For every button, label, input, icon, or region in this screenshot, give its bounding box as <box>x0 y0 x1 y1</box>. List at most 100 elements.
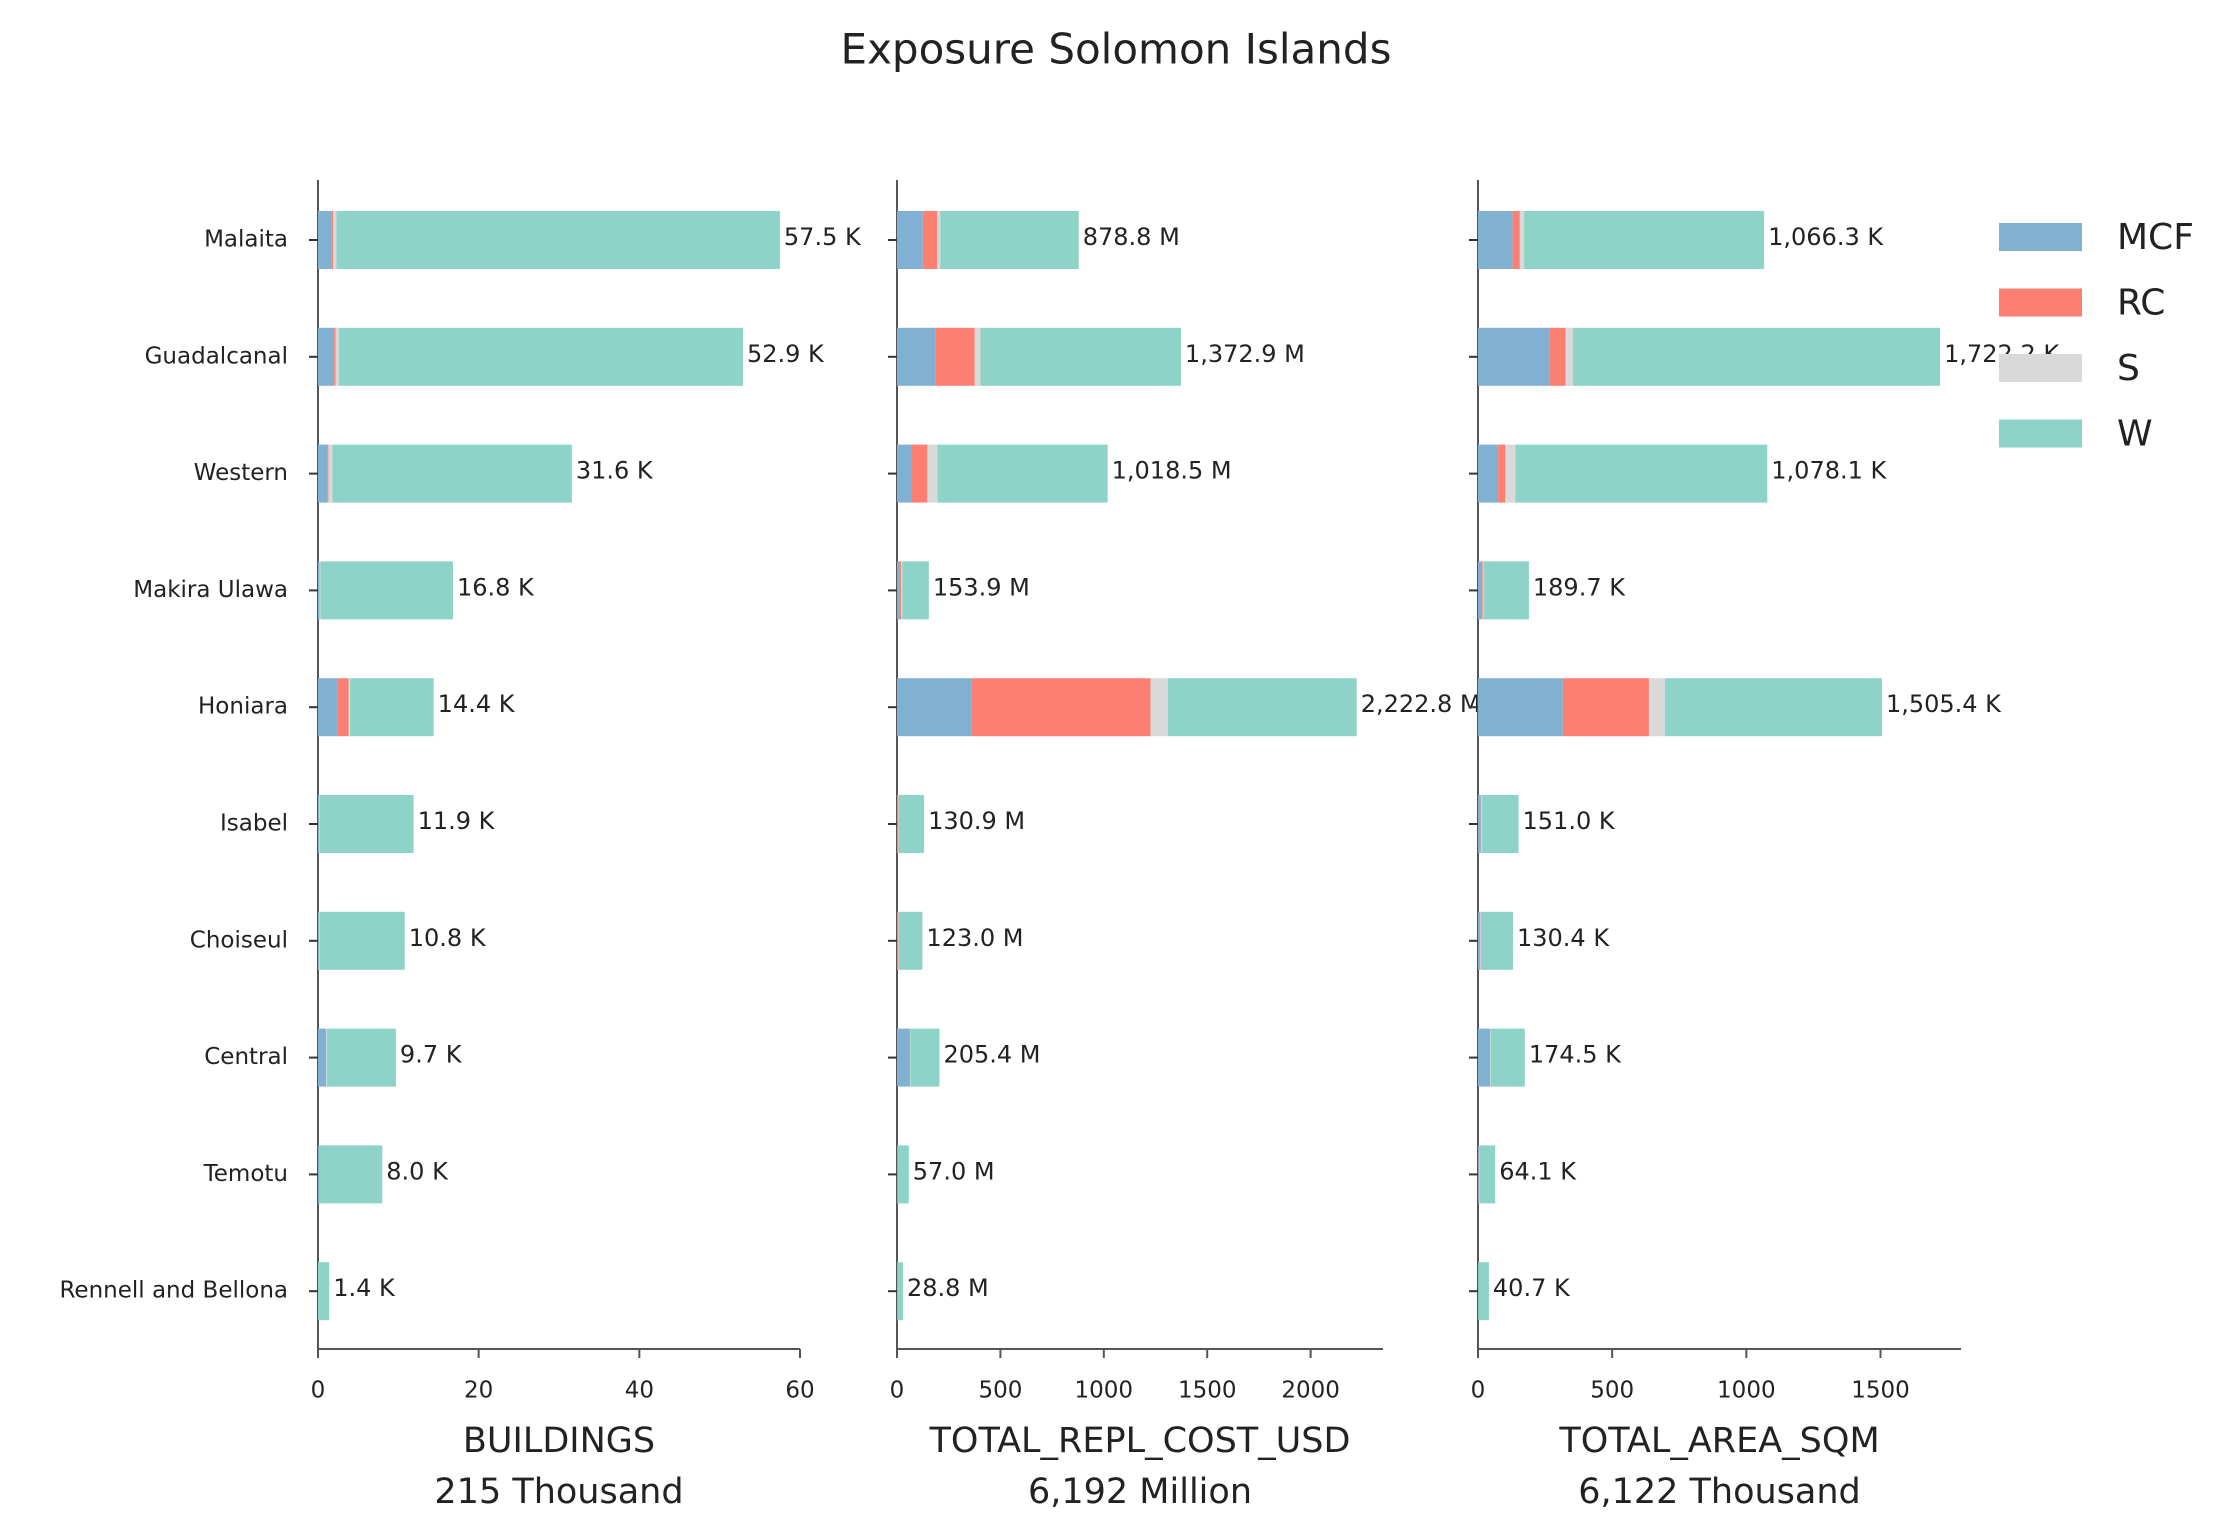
value-label: 31.6 K <box>576 457 654 485</box>
x-tick-label: 1500 <box>1178 1378 1237 1404</box>
x-axis-total: 6,122 Thousand <box>1578 1472 1861 1512</box>
bar-segment <box>1515 444 1768 503</box>
x-tick-label: 500 <box>978 1378 1022 1404</box>
bar-segment <box>328 444 333 503</box>
value-label: 174.5 K <box>1529 1041 1622 1069</box>
x-tick-label: 1000 <box>1717 1378 1776 1404</box>
bar-segment <box>1490 1028 1525 1087</box>
chart-title: Exposure Solomon Islands <box>841 25 1392 74</box>
bar-segment <box>1478 1145 1479 1204</box>
bar-segment <box>1490 1028 1491 1087</box>
x-tick-label: 0 <box>1471 1378 1486 1404</box>
value-label: 878.8 M <box>1083 223 1180 251</box>
legend-label: S <box>2117 348 2140 389</box>
value-label: 130.9 M <box>928 807 1025 835</box>
bar-segment <box>935 327 975 386</box>
bar-segment <box>1478 561 1483 620</box>
legend-swatch <box>1999 288 2082 317</box>
bar-segment <box>318 1262 330 1321</box>
y-tick-label: Rennell and Bellona <box>59 1278 288 1304</box>
y-tick-label: Western <box>194 460 288 486</box>
value-label: 57.0 M <box>913 1157 995 1185</box>
bar-segment <box>326 1028 327 1087</box>
bar-segment <box>899 561 902 620</box>
bar-segment <box>897 1028 910 1087</box>
y-tick-label: Temotu <box>203 1161 288 1187</box>
bar-segment <box>1648 678 1665 737</box>
y-tick-label: Isabel <box>220 811 288 837</box>
bar-segment <box>971 678 1151 737</box>
bar-segment <box>348 678 351 737</box>
bar-segment <box>898 1145 909 1204</box>
bar-segment <box>1549 327 1566 386</box>
value-label: 16.8 K <box>457 573 535 601</box>
bar-segment <box>326 1028 396 1087</box>
bar-segment <box>1498 444 1506 503</box>
bar-segment <box>1480 795 1482 853</box>
value-label: 130.4 K <box>1517 924 1610 952</box>
bar-segment <box>1483 561 1529 620</box>
bar-segment <box>318 795 320 853</box>
legend-swatch <box>1999 419 2082 448</box>
bar-segment <box>318 1145 383 1204</box>
bar-segment <box>901 561 903 620</box>
value-label: 57.5 K <box>784 223 862 251</box>
bar-segment <box>319 795 414 853</box>
value-label: 1.4 K <box>333 1274 396 1302</box>
bar-segment <box>1512 211 1520 269</box>
bar-segment <box>1480 911 1481 970</box>
value-label: 1,018.5 M <box>1112 457 1232 485</box>
value-label: 2,222.8 M <box>1361 690 1481 718</box>
x-tick-label: 2000 <box>1281 1378 1340 1404</box>
bar-segment <box>1480 911 1513 970</box>
x-axis-total: 215 Thousand <box>434 1472 683 1512</box>
value-label: 1,372.9 M <box>1185 340 1305 368</box>
x-axis-label: TOTAL_REPL_COST_USD <box>929 1421 1351 1461</box>
x-tick-label: 40 <box>625 1378 654 1404</box>
value-label: 14.4 K <box>438 690 516 718</box>
bar-segment <box>334 327 336 386</box>
x-tick-label: 1500 <box>1851 1378 1910 1404</box>
y-tick-label: Choiseul <box>190 927 288 953</box>
x-tick-label: 1000 <box>1075 1378 1134 1404</box>
value-label: 153.9 M <box>933 573 1030 601</box>
bar-segment <box>1478 1262 1489 1321</box>
bar-segment <box>1478 795 1481 853</box>
bar-segment <box>1489 1028 1491 1087</box>
bar-segment <box>897 911 899 970</box>
bar-segment <box>1167 678 1357 737</box>
bar-segment <box>909 1028 911 1087</box>
value-label: 189.7 K <box>1533 573 1626 601</box>
bar-segment <box>911 444 928 503</box>
bar-segment <box>1572 327 1941 386</box>
bar-segment <box>897 1145 898 1204</box>
legend-label: W <box>2117 414 2153 455</box>
bar-segment <box>1481 795 1482 853</box>
value-label: 8.0 K <box>386 1157 449 1185</box>
bar-segment <box>1478 1028 1490 1087</box>
bar-segment <box>1562 678 1649 737</box>
bar-segment <box>318 678 338 737</box>
legend-swatch <box>1999 223 2082 251</box>
bar-segment <box>902 561 929 620</box>
bar-segment <box>335 327 339 386</box>
bar-segment <box>898 911 923 970</box>
bar-segment <box>327 444 329 503</box>
value-label: 205.4 M <box>943 1041 1040 1069</box>
bar-segment <box>1478 211 1513 269</box>
value-label: 10.8 K <box>409 924 487 952</box>
bar-segment <box>897 327 936 386</box>
y-tick-label: Malaita <box>204 227 288 253</box>
bar-segment <box>1664 678 1882 737</box>
value-label: 123.0 M <box>926 924 1023 952</box>
x-tick-label: 0 <box>311 1378 326 1404</box>
bar-segment <box>318 561 320 620</box>
legend-swatch <box>1999 354 2082 382</box>
legend-label: RC <box>2117 283 2165 324</box>
bar-segment <box>318 1028 327 1087</box>
bar-segment <box>320 561 453 620</box>
bar-segment <box>1524 211 1765 269</box>
y-tick-label: Honiara <box>198 694 288 720</box>
value-label: 40.7 K <box>1493 1274 1571 1302</box>
